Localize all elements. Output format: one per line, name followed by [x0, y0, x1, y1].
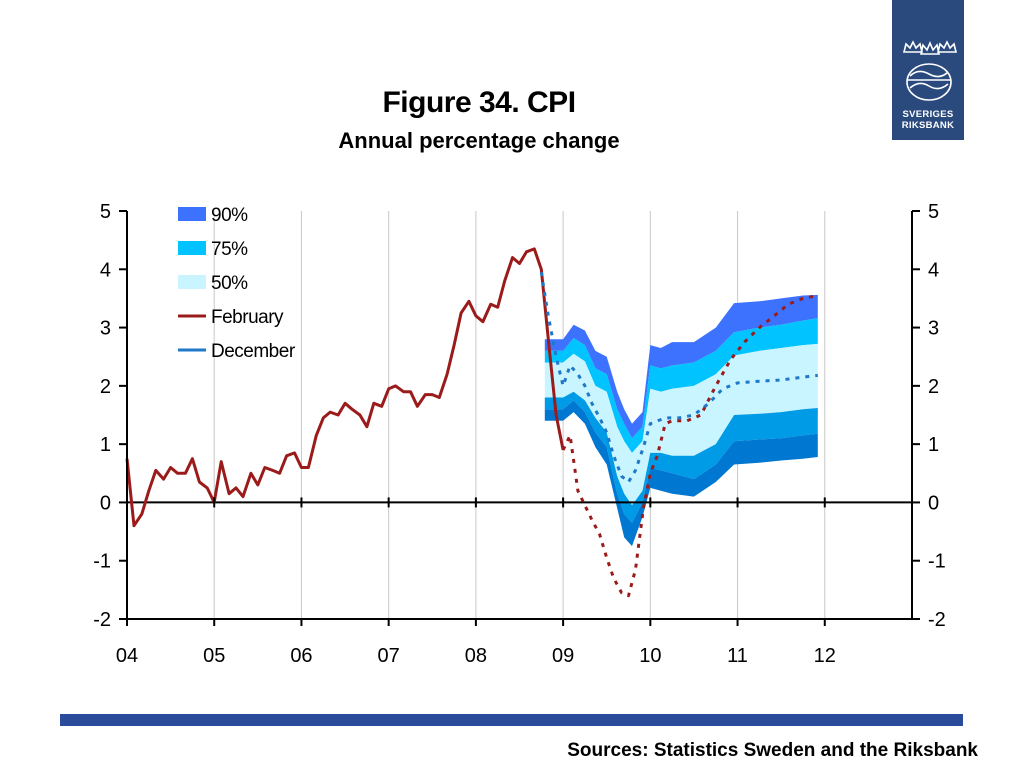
legend-swatch-75 [178, 241, 206, 255]
legend-label: 50% [211, 273, 248, 294]
legend-label: December [211, 341, 296, 362]
sources-note: Sources: Statistics Sweden and the Riksb… [567, 740, 978, 761]
legend-label: February [211, 307, 284, 328]
legend-swatch-50 [178, 275, 206, 289]
legend-swatch-90 [178, 207, 206, 221]
legend-label: 75% [211, 239, 248, 260]
y-tick-label-right: 1 [928, 434, 939, 456]
fan-band-75-lower [544, 391, 818, 523]
y-tick-label-right: 4 [928, 259, 939, 281]
logo-text-line2: RIKSBANK [901, 120, 955, 131]
y-tick-label-left: 1 [100, 434, 111, 456]
legend-label: 90% [211, 205, 248, 226]
y-tick-label-right: 3 [928, 318, 939, 340]
chart-subtitle: Annual percentage change [338, 128, 620, 153]
y-tick-label-right: -2 [928, 609, 946, 631]
x-tick-label: 08 [465, 645, 487, 667]
y-tick-label-left: -1 [93, 551, 111, 573]
x-tick-label: 05 [203, 645, 225, 667]
x-tick-label: 04 [116, 645, 138, 667]
x-tick-label: 10 [639, 645, 661, 667]
y-tick-label-left: 5 [100, 201, 111, 223]
crown-emblem-icon [902, 40, 958, 101]
y-tick-label-left: 4 [100, 259, 111, 281]
y-tick-label-right: 5 [928, 201, 939, 223]
y-tick-label-right: 0 [928, 492, 939, 514]
y-tick-label-left: 3 [100, 318, 111, 340]
chart-title: Figure 34. CPI [382, 86, 576, 119]
fan-band-50 [544, 343, 818, 506]
riksbank-logo: SVERIGES RIKSBANK [892, 0, 964, 140]
y-tick-label-left: 2 [100, 376, 111, 398]
x-tick-label: 07 [378, 645, 400, 667]
y-tick-label-right: 2 [928, 376, 939, 398]
y-tick-label-right: -1 [928, 551, 946, 573]
x-tick-label: 12 [814, 645, 836, 667]
x-tick-label: 09 [552, 645, 574, 667]
logo-text-line1: SVERIGES [902, 109, 954, 120]
y-tick-label-left: -2 [93, 609, 111, 631]
fan-band-75-upper [544, 318, 818, 453]
footer-bar [60, 714, 963, 726]
fan-band-90-upper [544, 294, 818, 439]
y-tick-label-left: 0 [100, 492, 111, 514]
cpi-fan-chart: -2 -2-1 -10 01 12 23 34 45 504 05 06 07 08 09 10 11 1290… [93, 201, 946, 667]
series-line-outcome [125, 247, 565, 528]
x-tick-label: 06 [290, 645, 312, 667]
x-tick-label: 11 [727, 645, 748, 667]
